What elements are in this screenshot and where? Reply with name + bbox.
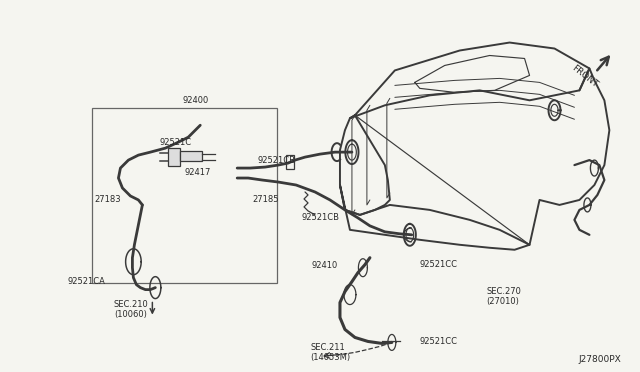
Text: 92521CB: 92521CB — [302, 214, 340, 222]
Text: SEC.210: SEC.210 — [113, 300, 148, 309]
Bar — [168, 148, 180, 166]
Text: 92521CB: 92521CB — [257, 155, 295, 164]
Text: 92410: 92410 — [312, 261, 338, 270]
Text: (10060): (10060) — [114, 310, 147, 319]
Text: (14053M): (14053M) — [310, 353, 350, 362]
Text: FRONT: FRONT — [570, 64, 599, 89]
Text: 92521CC: 92521CC — [420, 260, 458, 269]
Text: 92417: 92417 — [184, 167, 211, 177]
Bar — [180, 151, 202, 161]
Text: 27185: 27185 — [252, 195, 278, 205]
Text: (27010): (27010) — [486, 297, 520, 306]
Text: J27800PX: J27800PX — [579, 355, 621, 364]
Text: 92400: 92400 — [182, 96, 209, 105]
Bar — [93, 108, 277, 283]
Text: 27183: 27183 — [94, 195, 121, 205]
Text: 92521CA: 92521CA — [68, 277, 106, 286]
Text: SEC.270: SEC.270 — [486, 287, 522, 296]
Text: 92521CC: 92521CC — [420, 337, 458, 346]
Text: 92521C: 92521C — [159, 138, 191, 147]
Text: SEC.211: SEC.211 — [310, 343, 345, 352]
Bar — [286, 155, 294, 169]
